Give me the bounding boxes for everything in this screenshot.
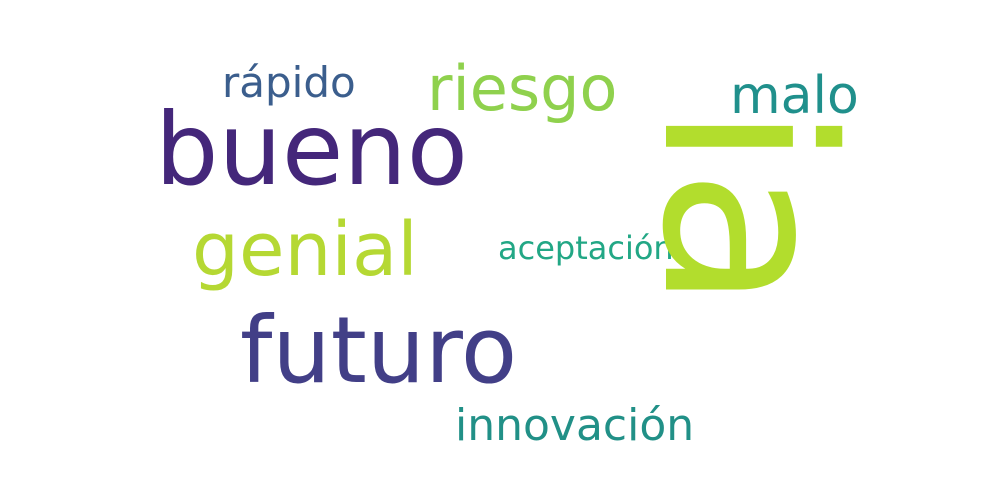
word-aceptacion: aceptación (498, 229, 674, 267)
word-genial: genial (192, 207, 418, 293)
word-rapido: rápido (222, 58, 356, 107)
word-ia: ia (611, 104, 881, 311)
word-innovacion: innovación (455, 400, 695, 451)
word-riesgo: riesgo (427, 52, 618, 125)
word-bueno: bueno (155, 91, 468, 208)
word-malo: malo (730, 66, 859, 126)
word-futuro: futuro (240, 297, 518, 404)
